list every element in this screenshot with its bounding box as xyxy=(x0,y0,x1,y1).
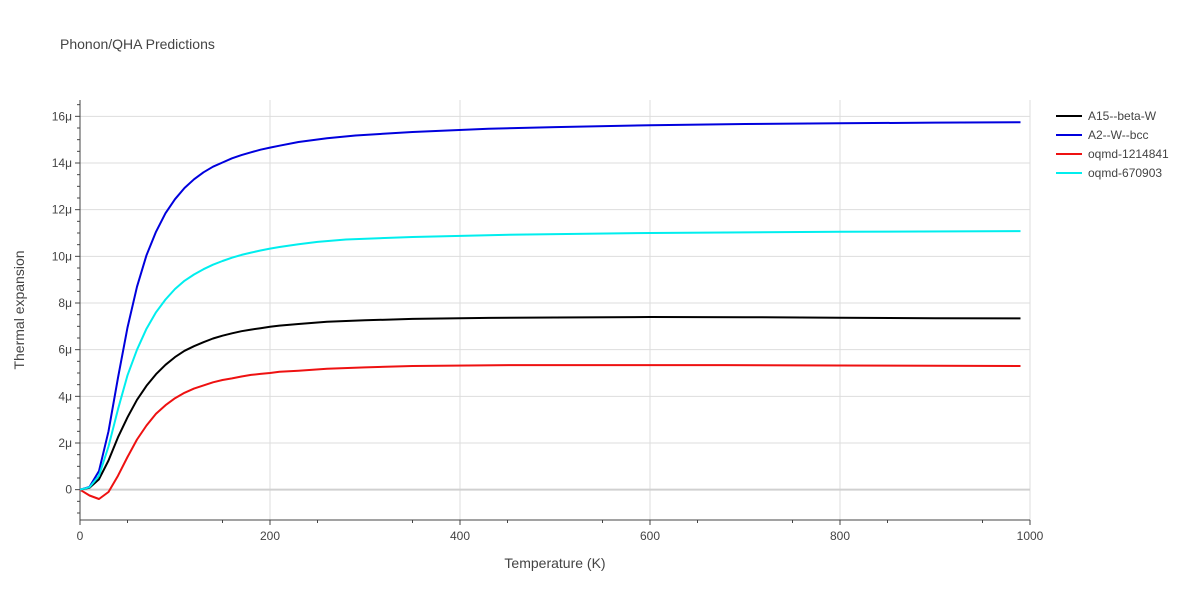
legend-label: A2--W--bcc xyxy=(1088,127,1149,142)
x-tick-label: 800 xyxy=(830,529,850,543)
series-line-a2-w-bcc[interactable] xyxy=(79,121,1021,491)
y-tick-label: 14μ xyxy=(52,156,72,170)
x-axis-title: Temperature (K) xyxy=(504,555,605,571)
y-tick-label: 4μ xyxy=(58,389,72,403)
y-tick-label: 8μ xyxy=(58,296,72,310)
chart-title: Phonon/QHA Predictions xyxy=(60,36,215,52)
grid-layer xyxy=(80,100,1031,520)
legend-swatch xyxy=(1056,171,1082,174)
legend-swatch xyxy=(1056,114,1082,117)
axis-layer: 0 200 400 600 800 1000 0 2μ 4μ 6μ 8μ 10μ 12μ 14μ 16μ xyxy=(52,100,1044,543)
x-tick-label: 200 xyxy=(260,529,280,543)
y-tick-label: 12μ xyxy=(52,203,72,217)
legend-label: oqmd-1214841 xyxy=(1088,146,1169,161)
x-tick-label: 600 xyxy=(640,529,660,543)
y-tick-label: 10μ xyxy=(52,249,72,263)
legend-item[interactable]: A2--W--bcc xyxy=(1056,125,1169,144)
legend-label: oqmd-670903 xyxy=(1088,165,1163,180)
y-tick-label: 16μ xyxy=(52,109,72,123)
legend-item[interactable]: A15--beta-W xyxy=(1056,106,1169,125)
y-tick-label: 6μ xyxy=(58,343,72,357)
series-line-oqmd-1214841[interactable] xyxy=(79,364,1021,500)
y-tick-label: 0 xyxy=(65,483,72,497)
series-line-oqmd-670903[interactable] xyxy=(79,230,1021,491)
series-line-a15-beta-w[interactable] xyxy=(79,316,1021,491)
y-axis-title: Thermal expansion xyxy=(11,250,27,369)
legend: A15--beta-W A2--W--bcc oqmd-1214841 oqmd-67… xyxy=(1056,106,1169,182)
legend-item[interactable]: oqmd-670903 xyxy=(1056,163,1169,182)
series-layer xyxy=(79,121,1021,500)
legend-swatch xyxy=(1056,133,1082,136)
x-tick-label: 0 xyxy=(77,529,84,543)
y-tick-label: 2μ xyxy=(58,436,72,450)
x-tick-label: 400 xyxy=(450,529,470,543)
legend-swatch xyxy=(1056,152,1082,155)
x-tick-label: 1000 xyxy=(1017,529,1044,543)
legend-label: A15--beta-W xyxy=(1088,108,1157,123)
legend-item[interactable]: oqmd-1214841 xyxy=(1056,144,1169,163)
